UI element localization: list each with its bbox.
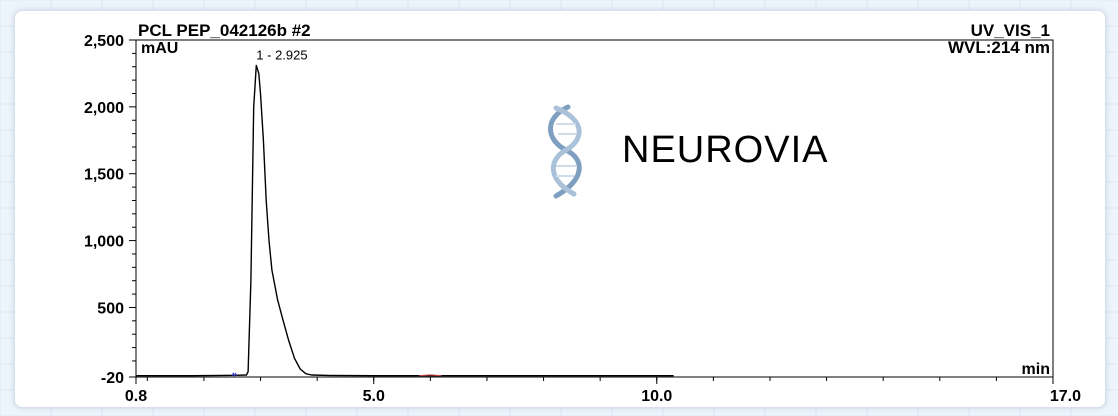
y-tick-label: 1,000 bbox=[84, 234, 124, 251]
y-tick-label: 1,500 bbox=[84, 167, 124, 184]
series-line-1 bbox=[136, 64, 674, 377]
axis-ticks: -20 500 1,000 1,500 2,000 2,500 0.8 5.0 10.0 17.0 bbox=[84, 33, 1081, 405]
series-line-3 bbox=[418, 374, 442, 377]
x-tick-label: 0.8 bbox=[125, 388, 147, 405]
chart-title: PCL PEP_042126b #2 bbox=[138, 21, 311, 40]
y-axis-label: mAU bbox=[141, 40, 178, 57]
x-tick-label: 17.0 bbox=[1050, 388, 1081, 405]
x-tick-label: 5.0 bbox=[363, 388, 385, 405]
x-axis-label: min bbox=[1022, 361, 1050, 378]
y-tick-label: 2,000 bbox=[84, 100, 124, 117]
neurovia-logo: NEUROVIA bbox=[548, 104, 828, 199]
x-tick-label: 10.0 bbox=[641, 388, 672, 405]
chart-frame bbox=[14, 10, 1106, 408]
wavelength-label: WVL:214 nm bbox=[948, 38, 1050, 57]
logo-wordmark: NEUROVIA bbox=[622, 129, 828, 171]
dna-helix-icon bbox=[548, 104, 582, 199]
series-line-2 bbox=[231, 372, 238, 377]
y-tick-label: -20 bbox=[101, 370, 124, 387]
y-tick-label: 500 bbox=[97, 300, 124, 317]
y-tick-label: 2,500 bbox=[84, 33, 124, 50]
plot-area bbox=[135, 39, 1054, 378]
series-layer: 1 - 2.925 bbox=[136, 47, 674, 377]
peak-label: 1 - 2.925 bbox=[256, 47, 307, 62]
channel-label: UV_VIS_1 bbox=[971, 21, 1050, 40]
